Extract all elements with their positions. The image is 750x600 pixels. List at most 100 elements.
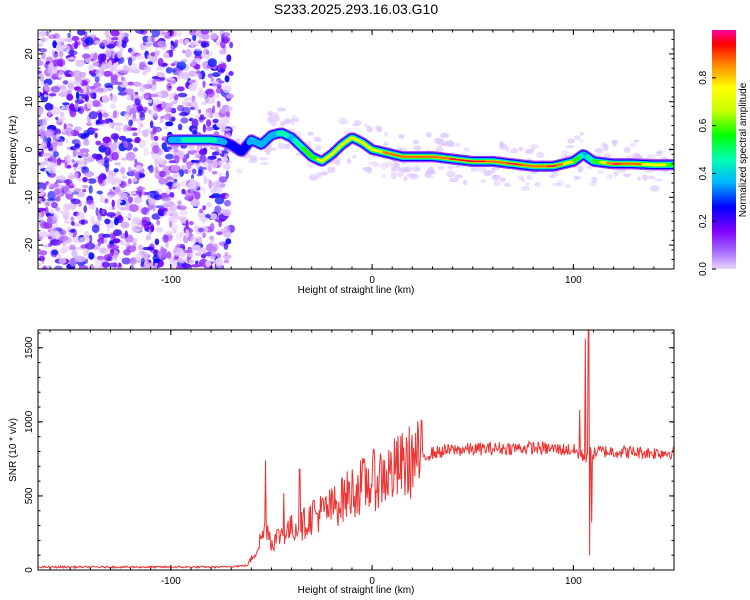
noise-blob <box>168 93 174 100</box>
noise-blob <box>277 142 286 150</box>
noise-blob <box>113 229 122 237</box>
noise-blob <box>564 184 572 189</box>
noise-blob <box>190 264 201 268</box>
noise-blob <box>121 175 128 180</box>
noise-blob <box>591 176 598 184</box>
noise-blob <box>224 252 229 257</box>
x-tick-label: 100 <box>565 576 582 587</box>
noise-blob <box>75 91 80 100</box>
noise-blob <box>173 155 180 164</box>
noise-blob <box>114 217 119 226</box>
noise-blob <box>164 200 169 205</box>
y-tick-label: 1000 <box>24 410 35 433</box>
colorbar-tick-label: 0.8 <box>698 70 709 84</box>
noise-blob <box>109 94 118 103</box>
noise-blob <box>340 121 350 125</box>
noise-blob <box>182 100 187 107</box>
noise-blob <box>86 100 93 109</box>
noise-blob <box>649 185 660 192</box>
noise-blob <box>647 175 656 180</box>
noise-blob <box>633 139 639 143</box>
noise-blob <box>66 226 71 232</box>
noise-blob <box>125 215 132 219</box>
noise-blob <box>161 197 171 202</box>
noise-blob <box>159 170 167 178</box>
noise-blob <box>127 81 134 86</box>
noise-blob <box>44 206 49 215</box>
noise-blob <box>396 171 404 178</box>
noise-blob <box>188 83 197 92</box>
noise-blob <box>612 140 617 147</box>
noise-blob <box>206 201 213 208</box>
noise-blob <box>134 97 141 106</box>
noise-blob <box>38 207 47 212</box>
noise-blob <box>184 102 192 107</box>
noise-blob <box>116 40 122 48</box>
noise-blob <box>202 232 207 238</box>
noise-blob <box>55 196 61 202</box>
noise-blob <box>103 70 113 77</box>
x-tick-label: 0 <box>369 576 375 587</box>
noise-blob <box>54 265 63 269</box>
noise-blob <box>132 81 142 87</box>
noise-blob <box>104 218 111 225</box>
noise-blob <box>90 92 97 99</box>
noise-blob <box>168 77 175 81</box>
noise-blob <box>56 157 62 166</box>
noise-blob <box>92 53 98 61</box>
noise-blob <box>66 164 72 169</box>
noise-blob <box>184 38 190 45</box>
noise-blob <box>267 110 273 117</box>
noise-blob <box>181 188 186 195</box>
noise-blob <box>231 124 236 130</box>
noise-blob <box>224 116 232 120</box>
noise-blob <box>412 140 420 145</box>
noise-blob <box>97 53 105 62</box>
noise-blob <box>115 200 123 204</box>
noise-blob <box>470 166 478 172</box>
noise-blob <box>190 187 195 196</box>
spectrogram-x-ticks: -100 0 100 <box>49 30 675 286</box>
noise-blob <box>187 169 191 174</box>
noise-blob <box>106 212 116 217</box>
noise-blob <box>84 95 88 101</box>
noise-blob <box>94 132 98 139</box>
noise-blob <box>116 211 122 217</box>
noise-blob <box>192 34 197 41</box>
noise-blob <box>76 211 85 221</box>
noise-blob <box>138 139 147 149</box>
noise-blob <box>209 213 218 220</box>
noise-blob <box>633 154 643 159</box>
noise-blob <box>185 229 190 238</box>
noise-blob <box>526 175 533 180</box>
noise-blob <box>210 78 214 83</box>
noise-blob <box>143 261 152 269</box>
noise-blob <box>97 159 104 164</box>
noise-blob <box>166 82 172 92</box>
noise-blob <box>60 86 68 95</box>
noise-blob <box>192 168 197 175</box>
noise-blob <box>127 178 132 185</box>
noise-blob <box>208 180 213 189</box>
noise-blob <box>209 235 215 240</box>
noise-blob <box>42 37 48 42</box>
noise-blob <box>183 169 190 175</box>
noise-blob <box>190 42 195 48</box>
noise-blob <box>110 103 117 109</box>
noise-blob <box>62 102 70 106</box>
x-tick-label: -100 <box>161 275 181 286</box>
noise-blob <box>327 166 336 174</box>
noise-blob <box>107 225 111 234</box>
noise-blob <box>272 115 280 122</box>
noise-blob <box>169 192 175 198</box>
noise-blob <box>99 66 105 72</box>
noise-blob <box>102 233 112 238</box>
noise-blob <box>170 63 176 67</box>
noise-blob <box>55 37 66 44</box>
y-tick-label: 20 <box>24 48 35 60</box>
noise-blob <box>439 133 449 138</box>
noise-blob <box>83 139 90 146</box>
noise-blob <box>59 50 64 57</box>
noise-blob <box>110 30 120 37</box>
noise-blob <box>190 61 197 67</box>
